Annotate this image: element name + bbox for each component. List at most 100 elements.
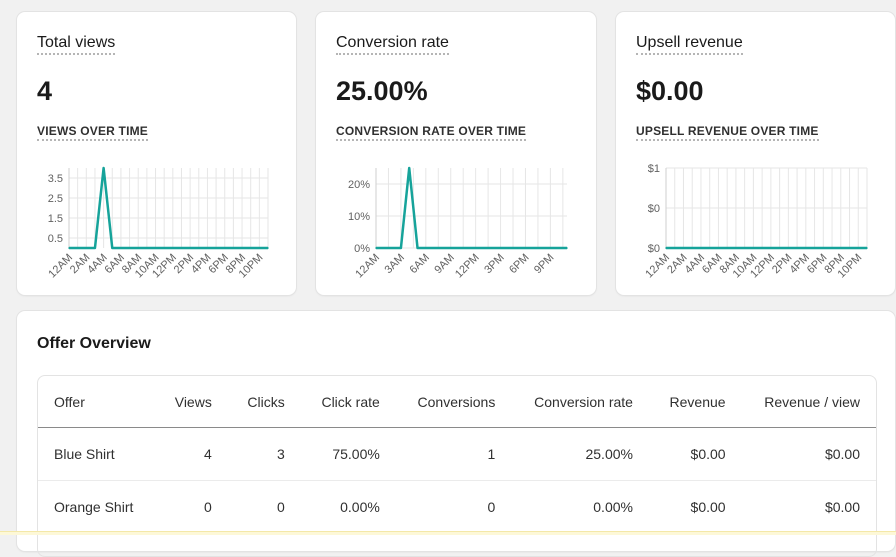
data-point	[474, 247, 477, 249]
data-point	[549, 247, 552, 249]
data-point	[557, 247, 560, 249]
data-point	[383, 247, 386, 249]
metric-card-total-views: Total views 4 VIEWS OVER TIME 3.5 2.5 1.5 0…	[17, 12, 296, 295]
metric-title[interactable]: Upsell revenue	[636, 34, 743, 55]
data-point	[752, 247, 755, 249]
data-point	[566, 247, 568, 249]
column-header-conversions: Conversions	[395, 376, 512, 428]
data-point	[215, 247, 217, 249]
y-tick-label: $0	[648, 243, 660, 255]
views-cell: 4	[155, 427, 228, 481]
data-point	[848, 247, 851, 249]
chart-title[interactable]: UPSELL REVENUE OVER TIME	[636, 124, 819, 141]
data-point	[249, 247, 252, 249]
data-point	[813, 247, 816, 249]
revenue-per-view-cell: $0.00	[741, 480, 876, 534]
data-point	[425, 247, 427, 249]
y-tick-label: 20%	[348, 179, 370, 191]
x-tick-label: 6AM	[407, 252, 431, 276]
data-point	[541, 247, 543, 249]
conversion-rate-cell: 25.00%	[511, 427, 649, 481]
data-point	[491, 247, 494, 249]
data-point	[267, 247, 269, 249]
column-header-revenue: Revenue	[648, 376, 742, 428]
y-tick-label: 0%	[354, 243, 370, 255]
y-tick-label: 0.5	[48, 233, 63, 245]
data-point	[441, 247, 444, 249]
data-point	[68, 247, 70, 249]
data-point	[532, 247, 535, 249]
data-point	[691, 247, 694, 249]
metric-value: $0.00	[636, 76, 704, 106]
data-point	[726, 247, 728, 249]
offer-table-container: Offer Views Clicks Click rate Conversion…	[37, 375, 877, 557]
data-point	[375, 247, 377, 249]
data-point	[172, 247, 174, 249]
x-tick-label: 12PM	[453, 252, 482, 281]
data-point	[708, 247, 711, 249]
data-point	[180, 247, 183, 249]
data-point	[232, 247, 235, 249]
metric-card-upsell-revenue: Upsell revenue $0.00 UPSELL REVENUE OVER…	[616, 12, 895, 295]
data-point	[796, 247, 798, 249]
conversions-cell: 1	[395, 427, 512, 481]
data-point	[189, 247, 191, 249]
data-point	[831, 247, 833, 249]
revenue-cell: $0.00	[648, 427, 742, 481]
data-point	[743, 247, 746, 249]
data-point	[499, 247, 502, 249]
data-point	[102, 167, 105, 169]
views-over-time-chart: 3.52.51.50.512AM2AM4AM6AM8AM10AM12PM2PM4…	[46, 166, 269, 280]
metric-value: 25.00%	[336, 76, 428, 106]
metric-title[interactable]: Conversion rate	[336, 34, 449, 55]
data-point	[408, 167, 411, 169]
data-point	[673, 247, 676, 249]
series-line	[69, 166, 268, 250]
data-point	[416, 247, 419, 249]
conversion-rate-cell: 0.00%	[511, 480, 649, 534]
data-point	[449, 247, 452, 249]
table-row[interactable]: Orange Shirt 0 0 0.00% 0 0.00% $0.00 $0.…	[38, 480, 876, 534]
table-row[interactable]: Blue Shirt 4 3 75.00% 1 25.00% $0.00 $0.…	[38, 427, 876, 481]
data-point	[163, 247, 165, 249]
section-title: Offer Overview	[37, 335, 151, 352]
x-tick-label: 6PM	[507, 252, 531, 276]
conversions-cell: 0	[395, 480, 512, 534]
data-point	[700, 247, 702, 249]
column-header-click-rate: Click rate	[300, 376, 396, 428]
clicks-cell: 3	[227, 427, 301, 481]
data-point	[128, 247, 131, 249]
x-tick-label: 12AM	[353, 252, 382, 281]
data-point	[761, 247, 763, 249]
data-point	[258, 247, 261, 249]
chart-title[interactable]: VIEWS OVER TIME	[37, 124, 149, 141]
data-point	[735, 247, 737, 249]
y-tick-label: 2.5	[48, 193, 63, 205]
x-tick-label: 3PM	[482, 252, 506, 276]
metric-value: 4	[37, 76, 53, 106]
data-point	[770, 247, 772, 249]
data-point	[458, 247, 460, 249]
y-tick-label: 3.5	[48, 173, 63, 185]
data-point	[857, 247, 860, 249]
revenue-cell: $0.00	[648, 480, 742, 534]
metric-card-conversion-rate: Conversion rate 25.00% CONVERSION RATE O…	[316, 12, 596, 295]
data-point	[483, 247, 485, 249]
x-tick-label: 9PM	[532, 252, 556, 276]
offer-name-cell: Orange Shirt	[38, 480, 156, 534]
data-point	[400, 247, 402, 249]
y-tick-label: 1.5	[48, 213, 63, 225]
data-point	[524, 247, 527, 249]
data-point	[839, 247, 842, 249]
data-point	[120, 247, 122, 249]
click-rate-cell: 0.00%	[300, 480, 396, 534]
data-point	[508, 247, 510, 249]
table-header-row: Offer Views Clicks Click rate Conversion…	[38, 376, 876, 428]
data-point	[466, 247, 469, 249]
data-point	[223, 247, 226, 249]
chart-title[interactable]: CONVERSION RATE OVER TIME	[336, 124, 527, 141]
views-cell: 0	[155, 480, 228, 534]
offer-overview-card: Offer Overview Offer Views Clicks Click …	[17, 311, 895, 557]
metric-title[interactable]: Total views	[37, 34, 116, 55]
